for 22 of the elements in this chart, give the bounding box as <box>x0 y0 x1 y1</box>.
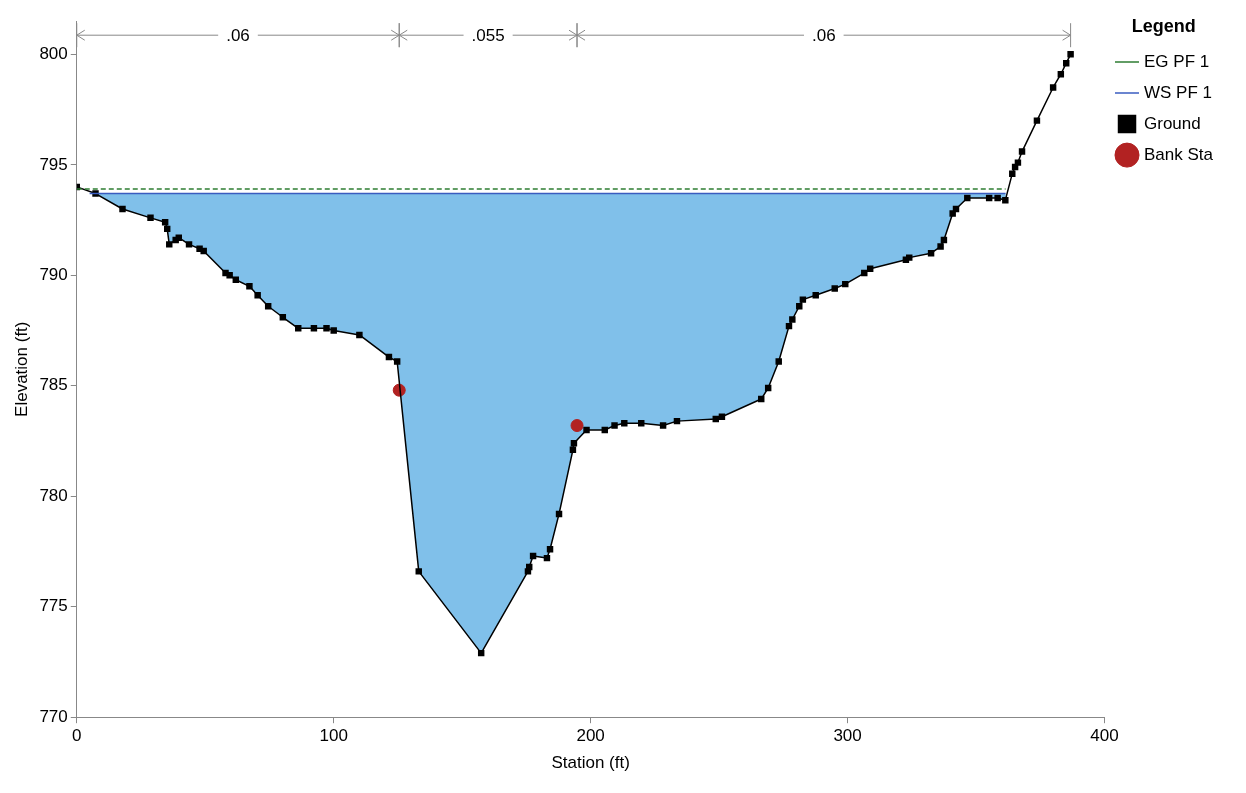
x-tick-label: 0 <box>72 726 82 746</box>
y-tick-label: 795 <box>39 154 68 174</box>
annotation: .06 <box>811 25 836 45</box>
y-axis-title: Elevation (ft) <box>11 321 31 417</box>
annotation: .055 <box>471 25 505 45</box>
x-tick-label: 300 <box>833 726 862 746</box>
legend-label: WS PF 1 <box>1144 82 1213 102</box>
x-axis-title: Station (ft) <box>551 753 630 773</box>
y-tick-label: 770 <box>39 706 68 726</box>
legend-title: Legend <box>1131 15 1196 36</box>
legend-label: Ground <box>1144 113 1201 133</box>
x-tick-label: 400 <box>1090 726 1119 746</box>
x-tick-label: 200 <box>576 726 605 746</box>
y-tick-label: 780 <box>39 485 68 505</box>
annotation: .06 <box>226 25 250 45</box>
x-tick-label: 100 <box>319 726 348 746</box>
legend-label: Bank Sta <box>1144 144 1214 164</box>
y-tick-label: 775 <box>39 596 68 616</box>
y-tick-label: 785 <box>39 375 68 395</box>
legend-label: EG PF 1 <box>1144 51 1210 71</box>
y-tick-label: 790 <box>39 264 68 284</box>
y-tick-label: 800 <box>39 44 68 64</box>
